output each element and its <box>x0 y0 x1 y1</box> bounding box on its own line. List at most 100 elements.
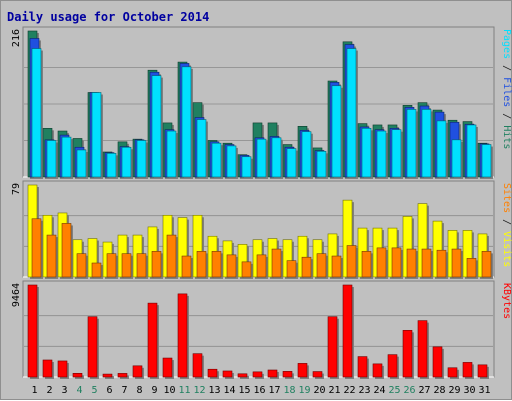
bar-kbytes-day-26 <box>402 330 414 379</box>
panel-series-label-part: Hits <box>501 125 512 149</box>
bar-sites-day-23-fill <box>361 251 372 278</box>
bar-sites-day-27 <box>421 248 433 279</box>
bar-pages-day-15 <box>241 156 253 179</box>
bar-sites-day-20 <box>316 253 328 279</box>
bar-pages-day-28-fill <box>436 120 447 178</box>
bar-sites-day-1-fill <box>31 218 42 278</box>
bar-pages-day-3 <box>61 136 73 179</box>
bar-sites-day-20-fill <box>316 253 327 278</box>
bar-sites-day-18-fill <box>286 260 297 278</box>
bar-pages-day-16 <box>256 138 268 179</box>
bar-pages-day-23-fill <box>361 128 372 178</box>
bar-pages-day-11-fill <box>181 66 192 178</box>
bar-sites-day-7 <box>121 253 133 279</box>
x-tick-label: 14 <box>223 385 235 396</box>
bar-pages-day-8 <box>136 140 148 179</box>
bar-sites-day-24 <box>376 247 388 279</box>
bar-pages-day-2-fill <box>46 140 57 178</box>
panel-series-label: Sites / Visits <box>501 183 512 267</box>
bar-kbytes-day-25 <box>387 354 399 379</box>
bar-sites-day-23 <box>361 251 373 279</box>
bar-sites-day-24-fill <box>376 247 387 278</box>
bar-pages-day-1 <box>31 48 43 180</box>
x-tick-label: 1 <box>31 385 37 396</box>
bar-sites-day-13-fill <box>211 251 222 278</box>
x-tick-label: 11 <box>178 385 190 396</box>
panel-series-label-part: / <box>501 107 512 125</box>
bar-kbytes-day-17-fill <box>267 369 278 378</box>
bar-sites-day-31-fill <box>481 251 492 278</box>
bar-pages-day-20-fill <box>316 151 327 178</box>
bar-sites-day-11-fill <box>181 255 192 278</box>
panel-series-label-part: Visits <box>501 231 512 267</box>
bar-pages-day-4 <box>76 149 88 179</box>
bar-kbytes-day-15 <box>237 373 249 379</box>
bar-pages-day-8-fill <box>136 140 147 178</box>
bar-kbytes-day-21 <box>327 316 339 379</box>
bar-kbytes-day-27-fill <box>417 320 428 378</box>
bar-pages-day-23 <box>361 128 373 179</box>
x-tick-label: 15 <box>238 385 250 396</box>
bar-pages-day-19-fill <box>301 131 312 178</box>
bar-pages-day-5 <box>91 92 103 179</box>
bar-sites-day-28-fill <box>436 249 447 278</box>
bar-pages-day-9 <box>151 75 163 179</box>
bar-kbytes-day-15-fill <box>237 373 248 378</box>
x-axis-labels: 1 2 3 4 5 6 7 8 9 10 11 12 13 14 15 16 17 18 19 20 21 22 23 24 2… <box>31 385 490 396</box>
bar-pages-day-28 <box>436 120 448 179</box>
bar-kbytes-day-16 <box>252 371 264 379</box>
bar-sites-day-26 <box>406 248 418 279</box>
bar-kbytes-day-22-fill <box>342 284 353 378</box>
bar-sites-day-30-fill <box>466 258 477 278</box>
x-tick-label: 13 <box>208 385 220 396</box>
bar-kbytes-day-26-fill <box>402 330 413 378</box>
bar-pages-day-17-fill <box>271 137 282 178</box>
x-tick-label: 16 <box>253 385 265 396</box>
bar-pages-day-25 <box>391 129 403 179</box>
bar-sites-day-19 <box>301 256 313 279</box>
bar-pages-day-24 <box>376 130 388 179</box>
panel-bars <box>27 30 493 180</box>
bar-kbytes-day-30 <box>462 362 474 379</box>
bar-pages-day-9-fill <box>151 75 162 178</box>
bar-kbytes-day-19-fill <box>297 363 308 378</box>
bar-kbytes-day-6 <box>102 373 114 379</box>
x-tick-label: 25 <box>388 385 400 396</box>
bar-kbytes-day-16-fill <box>252 371 263 378</box>
bar-pages-day-7-fill <box>121 146 132 178</box>
bar-kbytes-day-19 <box>297 363 309 379</box>
bar-kbytes-day-5-fill <box>87 316 98 378</box>
x-tick-label: 12 <box>193 385 205 396</box>
x-tick-label: 31 <box>478 385 490 396</box>
bar-sites-day-11 <box>181 255 193 279</box>
bar-kbytes-day-31-fill <box>477 364 488 378</box>
x-tick-label: 17 <box>268 385 280 396</box>
x-tick-label: 26 <box>403 385 415 396</box>
bar-pages-day-31-fill <box>481 144 492 178</box>
bar-sites-day-10 <box>166 234 178 279</box>
bar-kbytes-day-10-fill <box>162 357 173 378</box>
bar-kbytes-day-9-fill <box>147 302 158 378</box>
bar-kbytes-day-1 <box>27 284 39 379</box>
bar-sites-day-5-fill <box>91 262 102 278</box>
bar-kbytes-day-7-fill <box>117 373 128 378</box>
bar-sites-day-15-fill <box>241 261 252 278</box>
bar-sites-day-4 <box>76 253 88 279</box>
bar-kbytes-day-18-fill <box>282 371 293 378</box>
bar-kbytes-day-11 <box>177 293 189 379</box>
bar-kbytes-day-20-fill <box>312 371 323 378</box>
bar-kbytes-day-17 <box>267 369 279 379</box>
bar-kbytes-day-3 <box>57 360 69 379</box>
panel-bars <box>27 284 489 379</box>
bar-pages-day-4-fill <box>76 149 87 178</box>
bar-sites-day-25 <box>391 247 403 279</box>
bar-sites-day-6-fill <box>106 253 117 278</box>
bar-kbytes-day-10 <box>162 357 174 379</box>
bar-kbytes-day-6-shadow <box>105 376 114 379</box>
bar-pages-day-27 <box>421 109 433 179</box>
panel-series-label-part: Files <box>501 77 512 107</box>
bar-pages-day-21 <box>331 85 343 179</box>
bar-kbytes-day-13-fill <box>207 368 218 378</box>
